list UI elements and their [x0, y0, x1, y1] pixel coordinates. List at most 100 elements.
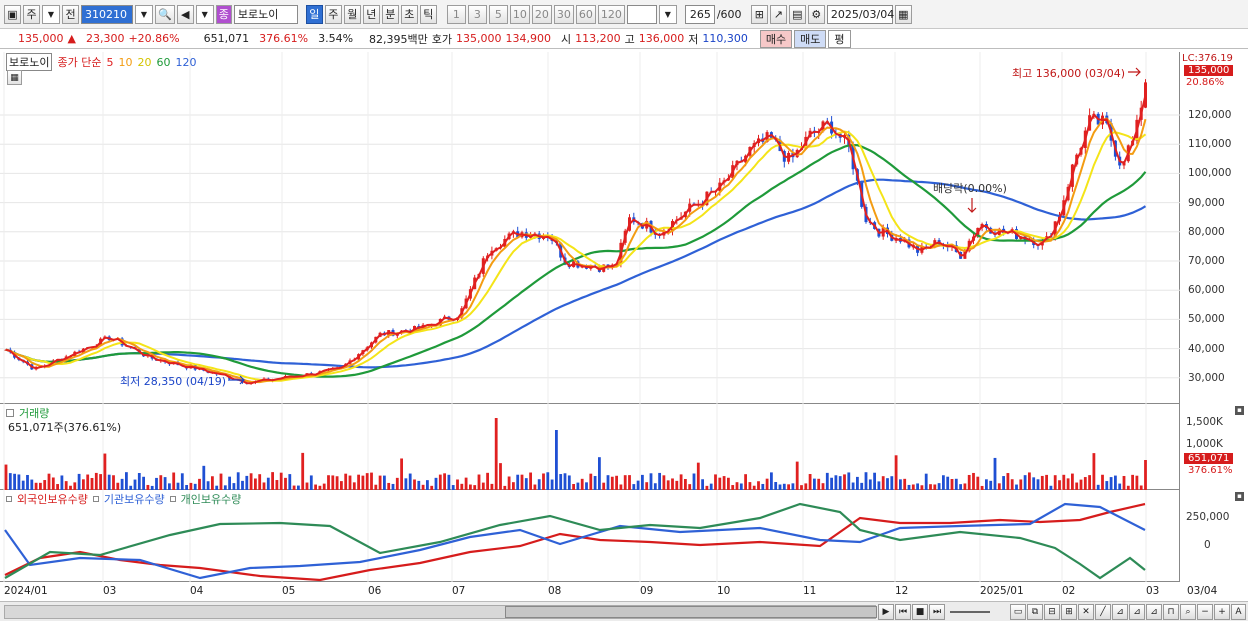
ask-label: 호가 [431, 32, 453, 46]
date-input[interactable]: 2025/03/04 [826, 4, 894, 24]
close-panel-icon[interactable]: ▪ [1235, 492, 1244, 501]
last-page-icon[interactable]: ⏭ [929, 604, 945, 620]
tool-icon[interactable]: ⊿ [1112, 604, 1128, 620]
volume-bar [417, 480, 421, 490]
volume-bar [69, 485, 72, 490]
volume-bar [99, 474, 102, 490]
search-icon[interactable]: 🔍 [155, 4, 175, 24]
high-annotation: 최고 136,000 (03/04) [1012, 67, 1126, 80]
volume-bar [834, 475, 838, 490]
volume-bar [980, 485, 984, 490]
magnet-icon[interactable]: ⊓ [1163, 604, 1179, 620]
tab-second[interactable]: 초 [400, 4, 418, 24]
time-axis-label: 11 [803, 585, 817, 597]
volume-bar [43, 480, 47, 490]
stock-code-input[interactable]: 310210 [81, 4, 133, 24]
zoom-in-icon[interactable]: + [1214, 604, 1230, 620]
font-size-icon[interactable]: A [1231, 604, 1246, 620]
prev-button[interactable]: 전 [62, 4, 79, 24]
volume-bar [1002, 476, 1005, 490]
holding-tick: 250,000 [1186, 511, 1230, 523]
ask-price-1: 135,000 [456, 32, 502, 45]
volume-tick: 1,000K [1186, 438, 1223, 450]
chart-scrollbar[interactable]: ▶ ⏮ ■ ⏭ ▭ ⧉ ⊟ ⊞ ✕ ╱ ⊿ ⊿ ⊿ ⊓ ⌕ − + A [0, 601, 1248, 621]
volume-bar [1015, 484, 1018, 490]
turnover-rate: 3.54% [318, 32, 354, 45]
volume-bar [400, 458, 403, 490]
sell-button[interactable]: 매도 [794, 29, 827, 48]
period-dropdown-icon[interactable]: ▼ [42, 4, 60, 24]
speaker-icon[interactable]: ◀ [176, 4, 194, 24]
volume-bar [391, 483, 395, 490]
price-chart[interactable] [0, 52, 1180, 404]
tool-icon[interactable]: ⊿ [1146, 604, 1162, 620]
volume-bar [1144, 460, 1147, 490]
interval-button[interactable]: 60 [575, 4, 596, 24]
interval-button[interactable]: 1 [446, 4, 466, 24]
close-panel-icon[interactable]: ▪ [1235, 406, 1244, 415]
calendar-icon[interactable]: ▦ [894, 4, 912, 24]
layout-icon[interactable]: ▭ [1010, 604, 1026, 620]
scroll-thumb[interactable] [505, 606, 877, 618]
volume-bar [1118, 483, 1122, 490]
line-icon[interactable]: ╱ [1095, 604, 1111, 620]
volume-bar [997, 483, 1001, 490]
volume-chart[interactable] [0, 404, 1180, 490]
interval-button[interactable]: 20 [531, 4, 552, 24]
interval-button[interactable]: 120 [597, 4, 625, 24]
volume-bar [679, 474, 683, 490]
tool-icon[interactable]: ⊿ [1129, 604, 1145, 620]
window-icon[interactable]: ▣ [4, 4, 21, 24]
price-tick: 110,000 [1188, 138, 1232, 151]
interval-custom-input[interactable] [626, 4, 657, 24]
volume-bar [619, 484, 623, 490]
zoom-search-icon[interactable]: ⌕ [1180, 604, 1196, 620]
volume-bar [464, 477, 468, 490]
save-icon[interactable]: ▤ [788, 4, 806, 24]
interval-button[interactable]: 5 [488, 4, 508, 24]
interval-button[interactable]: 3 [467, 4, 487, 24]
cross-icon[interactable]: ✕ [1078, 604, 1094, 620]
period-select[interactable]: 주 [23, 4, 40, 24]
volume-bar [555, 430, 558, 490]
interval-button[interactable]: 10 [509, 4, 530, 24]
scroll-track[interactable] [4, 605, 877, 619]
tab-week[interactable]: 주 [324, 4, 342, 24]
tab-month[interactable]: 월 [343, 4, 361, 24]
buy-button[interactable]: 매수 [759, 29, 793, 48]
zoom-out-icon[interactable]: − [1197, 604, 1213, 620]
chart-tool-icon[interactable]: ⊞ [750, 4, 768, 24]
zoom-slider[interactable] [950, 611, 990, 613]
speaker-dropdown-icon[interactable]: ▼ [195, 4, 214, 24]
holding-chart[interactable] [0, 490, 1180, 582]
grid-icon[interactable]: ⊞ [1061, 604, 1077, 620]
count-input[interactable]: 265 [684, 4, 715, 24]
copy-icon[interactable]: ⧉ [1027, 604, 1043, 620]
volume-bar [890, 476, 894, 490]
stock-code-dropdown-icon[interactable]: ▼ [135, 4, 153, 24]
interval-dropdown-icon[interactable]: ▼ [658, 4, 677, 24]
settings-gear-icon[interactable]: ⚙ [807, 4, 825, 24]
chart-menu-icon[interactable]: ▦ [7, 70, 22, 85]
scroll-right-icon[interactable]: ▶ [878, 604, 894, 620]
volume-bar [757, 481, 760, 490]
tab-tick[interactable]: 틱 [419, 4, 437, 24]
volume-bar [103, 453, 107, 490]
first-page-icon[interactable]: ⏮ [895, 604, 911, 620]
stock-name-field[interactable]: 보로노이 [233, 4, 298, 24]
draw-tool-icon[interactable]: ↗ [769, 4, 787, 24]
price-chart-panel[interactable]: 보로노이 종가 단순 5 10 20 60 120 ▦ 최고 136,000 (… [0, 52, 1180, 404]
tab-year[interactable]: 년 [362, 4, 380, 24]
eval-button[interactable]: 평 [828, 29, 851, 48]
window-icon[interactable]: ⊟ [1044, 604, 1060, 620]
tab-day[interactable]: 일 [305, 4, 323, 24]
volume-chart-panel[interactable]: 거래량 651,071주(376.61%) [0, 404, 1180, 490]
volume-bar [64, 481, 68, 490]
volume-bar [1062, 474, 1066, 490]
volume-bar [1071, 473, 1074, 490]
stop-icon[interactable]: ■ [912, 604, 928, 620]
volume-bar [284, 477, 287, 490]
holding-chart-panel[interactable]: 외국인보유수량 기관보유수량 개인보유수량 [0, 490, 1180, 582]
tab-minute[interactable]: 분 [381, 4, 399, 24]
interval-button[interactable]: 30 [553, 4, 574, 24]
